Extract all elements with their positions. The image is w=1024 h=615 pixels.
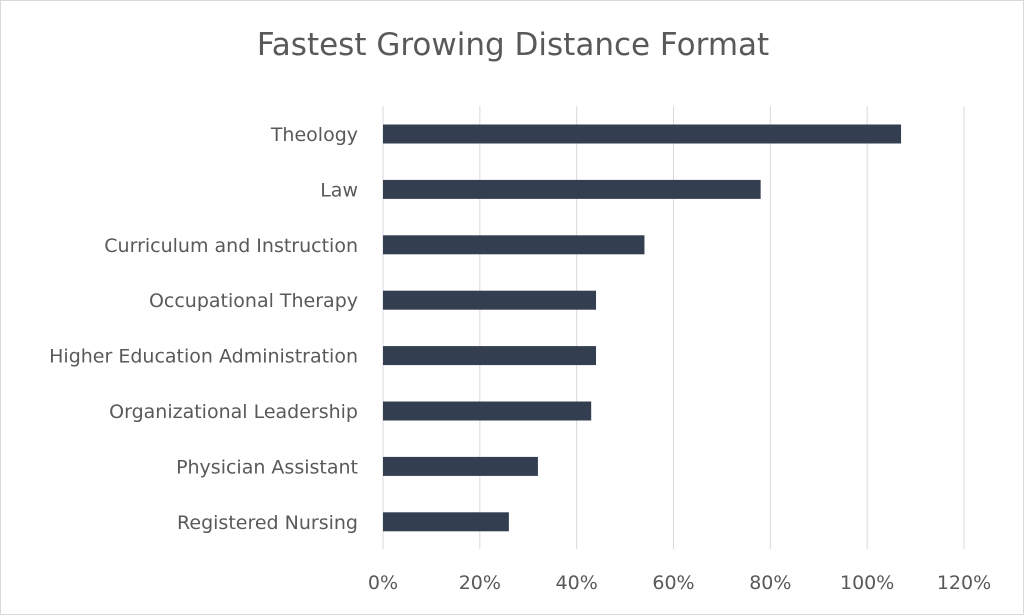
bar (383, 124, 902, 144)
bar (383, 179, 761, 199)
bar (383, 456, 538, 476)
bar (383, 512, 509, 532)
bar (383, 346, 597, 366)
x-tick-label: 60% (652, 572, 694, 594)
category-label: Registered Nursing (177, 512, 358, 534)
bar (383, 290, 597, 310)
x-tick-label: 120% (937, 572, 991, 594)
bar (383, 401, 592, 421)
category-label: Higher Education Administration (49, 346, 358, 368)
x-tick-label: 100% (840, 572, 894, 594)
chart-title: Fastest Growing Distance Format (256, 27, 770, 63)
category-label: Law (320, 179, 358, 201)
category-label: Theology (270, 124, 358, 146)
bar (383, 235, 645, 255)
category-label: Physician Assistant (176, 456, 358, 478)
category-label: Occupational Therapy (149, 290, 358, 312)
x-tick-label: 80% (749, 572, 791, 594)
category-label: Organizational Leadership (109, 401, 358, 423)
x-tick-label: 40% (556, 572, 598, 594)
x-tick-label: 20% (459, 572, 501, 594)
x-tick-label: 0% (368, 572, 398, 594)
category-label: Curriculum and Instruction (104, 235, 358, 257)
